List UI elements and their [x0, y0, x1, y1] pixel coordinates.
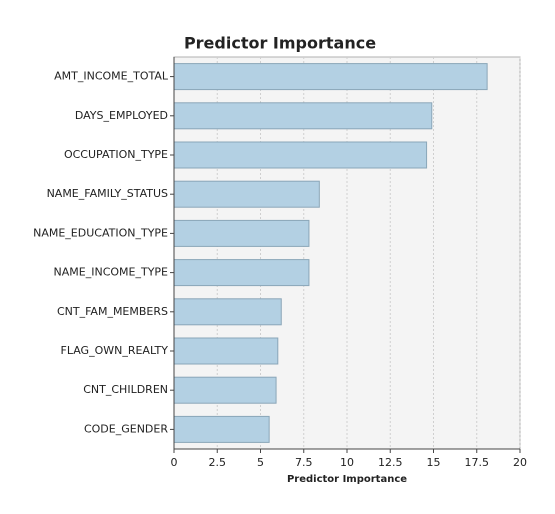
x-tick-label: 15: [427, 456, 441, 469]
y-tick-label: NAME_EDUCATION_TYPE: [33, 226, 168, 239]
y-tick-label: CNT_FAM_MEMBERS: [57, 305, 168, 318]
x-tick-label: 2.5: [209, 456, 227, 469]
bar: [173, 180, 320, 208]
bar: [173, 219, 310, 247]
bar: [173, 259, 310, 287]
bar: [173, 141, 428, 169]
x-tick-label: 17.5: [465, 456, 490, 469]
x-axis-label: Predictor Importance: [287, 474, 407, 485]
x-tick-label: 10: [340, 456, 354, 469]
x-tick-label: 5: [257, 456, 264, 469]
y-tick-label: NAME_FAMILY_STATUS: [47, 187, 168, 200]
x-tick-label: 0: [171, 456, 178, 469]
y-tick-label: CODE_GENDER: [84, 422, 168, 435]
bar: [173, 63, 488, 91]
bar: [173, 337, 279, 365]
bar: [173, 415, 270, 443]
y-tick-label: NAME_INCOME_TYPE: [54, 266, 169, 279]
bar: [173, 298, 282, 326]
bar: [173, 102, 433, 130]
x-tick-label: 12.5: [378, 456, 403, 469]
bar: [173, 376, 277, 404]
y-tick-label: CNT_CHILDREN: [83, 383, 168, 396]
chart-title: Predictor Importance: [184, 34, 376, 53]
y-tick-label: DAYS_EMPLOYED: [75, 109, 168, 122]
y-tick-label: FLAG_OWN_REALTY: [61, 344, 169, 357]
x-tick-label: 7.5: [295, 456, 313, 469]
y-tick-label: OCCUPATION_TYPE: [64, 148, 168, 161]
x-tick-label: 20: [513, 456, 527, 469]
y-tick-label: AMT_INCOME_TOTAL: [54, 70, 169, 83]
